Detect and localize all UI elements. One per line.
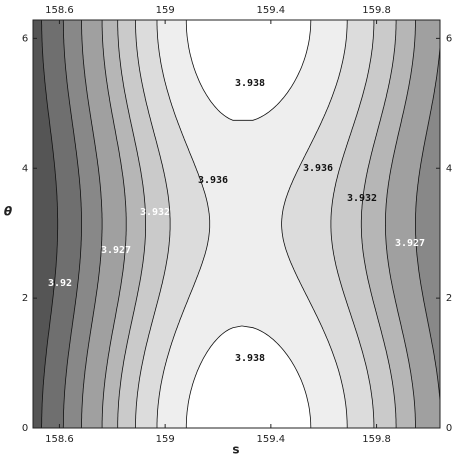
y-tick-label: 4 [446,163,452,174]
contour-label: 3.932 [140,207,170,218]
contour-label: 3.927 [395,238,425,249]
contour-label: 3.938 [235,78,265,89]
contour-band [185,20,312,428]
contour-label: 3.938 [235,353,265,364]
x-tick-label: 158.6 [45,434,74,445]
y-tick-label: 6 [22,33,28,44]
x-tick-label: 159.4 [257,434,286,445]
contour-label: 3.936 [303,163,333,174]
contour-band [156,20,348,428]
plot-frame [32,19,441,429]
x-axis-label: s [232,443,239,457]
contour-label: 3.92 [48,278,72,289]
contour-area [33,20,440,428]
x-tick-label: 158.6 [45,5,74,16]
y-axis-label: θ [4,205,12,219]
x-tick-label: 159.4 [257,5,286,16]
y-tick-label: 6 [446,33,452,44]
contour-label: 3.932 [347,193,377,204]
y-tick-label: 0 [22,423,28,434]
x-tick-label: 159.8 [362,5,391,16]
y-tick-label: 0 [446,423,452,434]
y-tick-label: 2 [22,293,28,304]
y-tick-label: 4 [22,163,28,174]
x-tick-label: 159 [156,5,175,16]
contour-label: 3.936 [198,175,228,186]
x-tick-label: 159.8 [362,434,391,445]
x-tick-label: 159 [156,434,175,445]
contour-label: 3.927 [101,245,131,256]
y-tick-label: 2 [446,293,452,304]
